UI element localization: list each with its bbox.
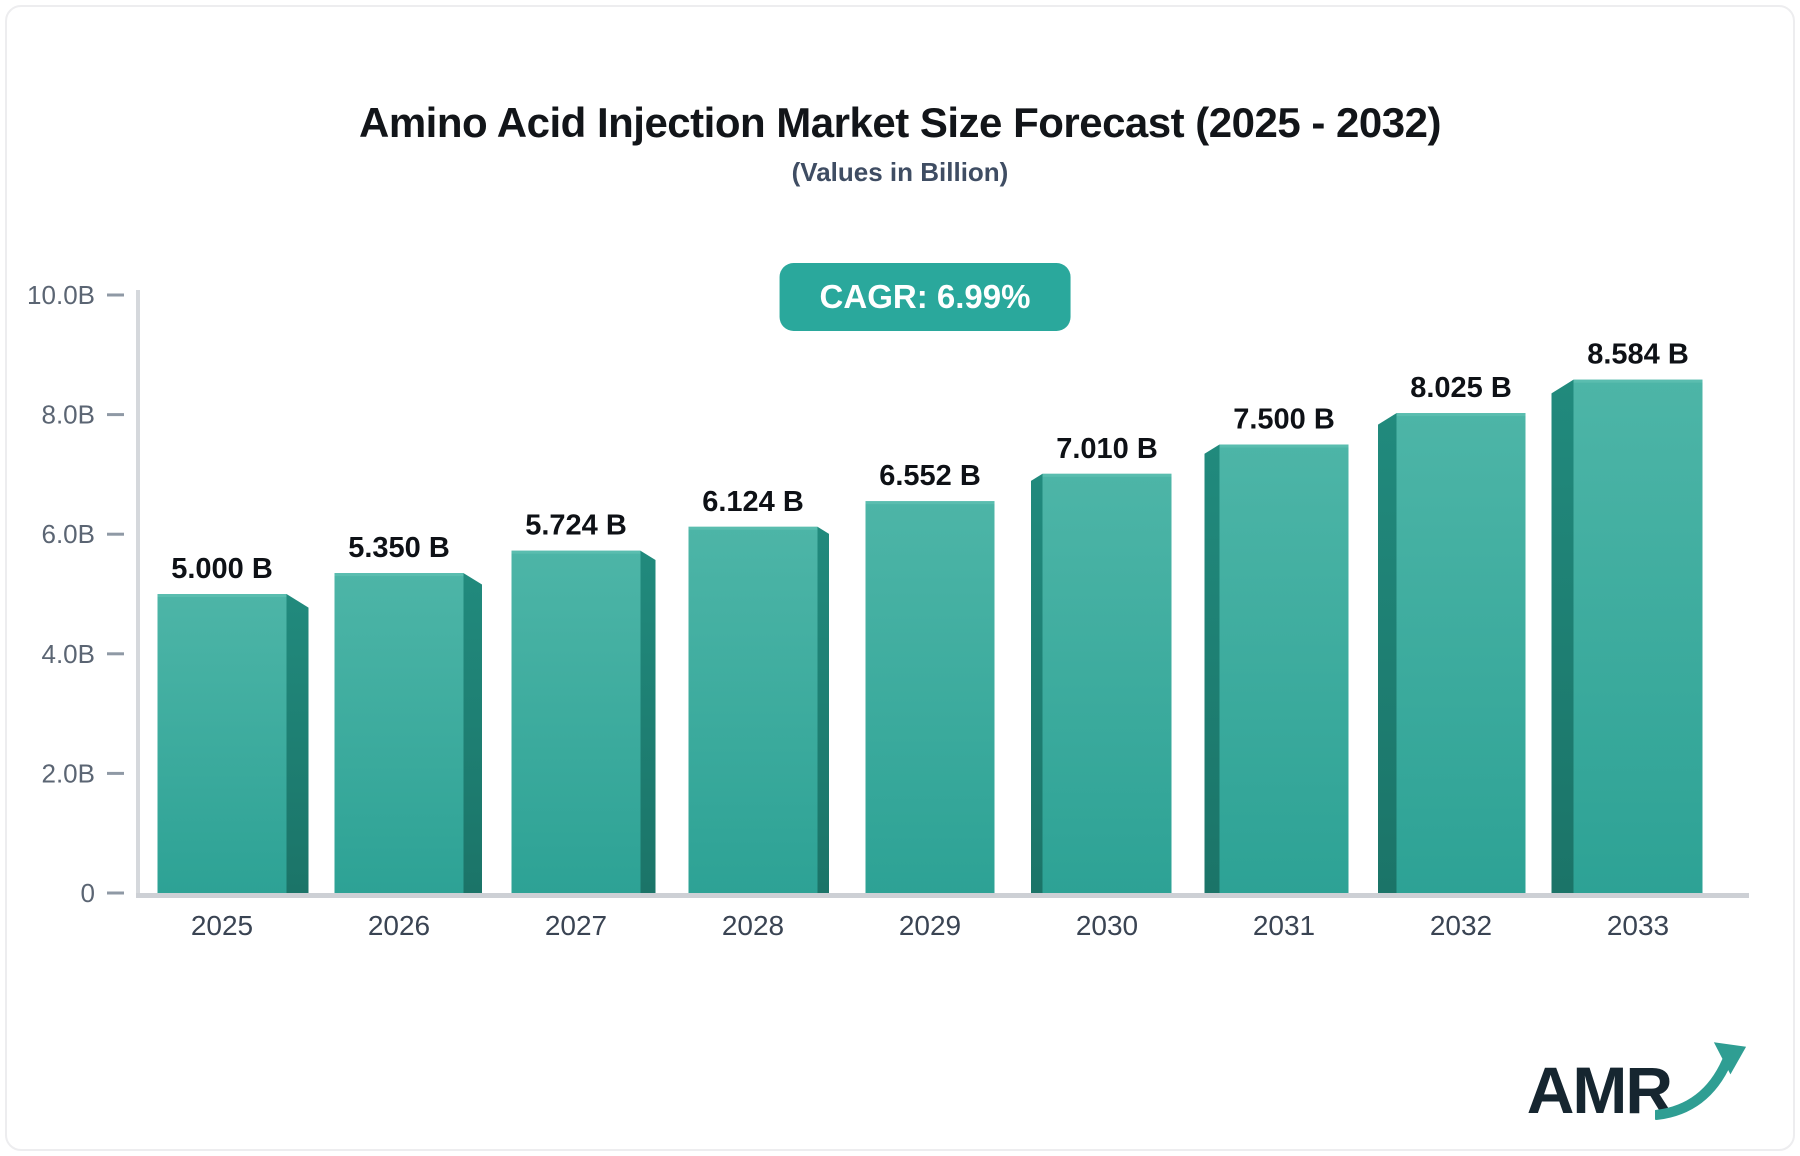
bar-top-edge [157,594,287,597]
bar-chart: 10.0B 8.0B 6.0B 4.0B 2.0B 0 5.000 B 2025 5.350 B… [27,280,1749,941]
bar-side-face [1204,444,1220,893]
bar-value-label: 8.584 B [1587,339,1689,371]
y-tick-label: 10.0B [27,280,95,310]
bar [865,501,995,893]
x-tick-label: 2031 [1253,910,1315,941]
bar-side-face [1031,473,1043,893]
amr-logo-text: AMR [1526,1053,1673,1127]
bar-top-edge [334,573,464,577]
bar [511,550,641,893]
bar-side-face [640,550,656,893]
chart-subtitle: (Values in Billion) [791,157,1009,187]
card-frame: Amino Acid Injection Market Size Forecas… [5,5,1795,1151]
bar [1042,473,1172,893]
bar-top-edge [865,501,995,505]
bar-top-edge [1219,444,1349,448]
y-tick-mark [107,413,124,417]
bar-value-label: 6.124 B [702,486,804,518]
bar-top-edge [1396,413,1526,417]
growth-arrow-icon [1655,1042,1747,1120]
bar [688,526,818,893]
x-tick-label: 2033 [1607,910,1669,941]
cagr-badge: CAGR: 6.99% [779,263,1071,331]
y-tick-mark [107,891,124,895]
bar [1573,379,1703,894]
x-axis-line [136,893,1749,898]
x-tick-label: 2030 [1076,910,1138,941]
bar-top-edge [1573,379,1703,383]
y-axis-line [136,290,140,898]
y-tick-label: 2.0B [42,758,96,788]
y-tick-mark [107,652,124,656]
bar-value-label: 5.724 B [525,510,627,542]
chart-title: Amino Acid Injection Market Size Forecas… [359,99,1441,146]
bar-value-label: 8.025 B [1410,372,1512,404]
amr-logo: AMR [1527,1037,1747,1123]
y-tick-mark [107,293,124,297]
x-tick-label: 2032 [1430,910,1492,941]
bar [157,594,287,893]
bar-side-face [463,573,482,893]
bar [334,573,464,893]
y-tick-mark [107,771,124,775]
x-tick-label: 2028 [722,910,784,941]
bar-top-edge [511,550,641,554]
bar [1396,413,1526,893]
x-tick-label: 2027 [545,910,607,941]
x-tick-label: 2026 [368,910,430,941]
y-tick-mark [107,532,124,536]
y-tick-label: 4.0B [42,639,96,669]
bar-top-edge [1042,473,1172,477]
bar-side-face [1378,413,1397,893]
y-tick-label: 6.0B [42,519,96,549]
y-tick-label: 8.0B [42,400,96,430]
bar-value-label: 6.552 B [879,460,981,492]
bar-top-edge [688,526,818,530]
bar-value-label: 7.010 B [1056,433,1158,465]
bar-value-label: 5.000 B [171,553,273,585]
x-tick-label: 2025 [191,910,253,941]
bar-side-face [1551,379,1574,894]
bar-side-face [286,594,309,893]
bar-value-label: 5.350 B [348,532,450,564]
bar [1219,444,1349,893]
y-tick-label: 0 [81,878,95,908]
bar-value-label: 7.500 B [1233,404,1335,436]
bar-side-face [817,526,829,893]
x-tick-label: 2029 [899,910,961,941]
